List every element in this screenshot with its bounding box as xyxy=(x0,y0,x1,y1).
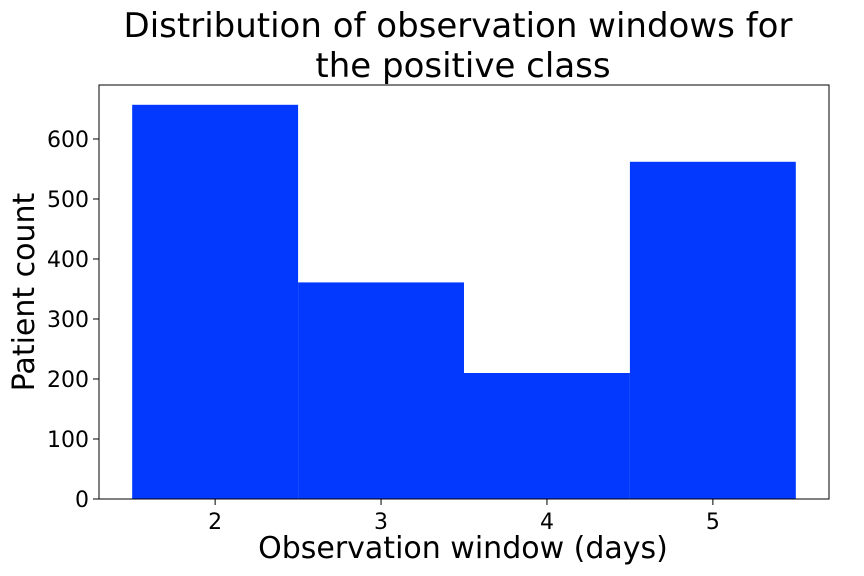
x-tick-label-5: 5 xyxy=(706,510,720,535)
y-tick-label-400: 400 xyxy=(47,248,89,273)
x-tick-label-2: 2 xyxy=(208,510,222,535)
x-tick-label-3: 3 xyxy=(374,510,388,535)
bar-4 xyxy=(464,373,630,499)
y-axis-label: Patient count xyxy=(7,192,42,391)
y-ticks: 0 100 200 300 400 500 600 xyxy=(47,128,99,513)
y-tick-label-200: 200 xyxy=(47,368,89,393)
chart-title-line-2: the positive class xyxy=(315,46,610,86)
bar-5 xyxy=(629,161,796,500)
y-tick-label-500: 500 xyxy=(47,188,89,213)
x-ticks: 2 3 4 5 xyxy=(208,499,720,535)
x-tick-label-4: 4 xyxy=(540,510,554,535)
y-tick-label-300: 300 xyxy=(47,308,89,333)
y-tick-label-100: 100 xyxy=(47,428,89,453)
y-tick-label-0: 0 xyxy=(75,488,89,513)
y-tick-label-600: 600 xyxy=(47,128,89,153)
bar-3 xyxy=(298,282,464,499)
x-axis-label: Observation window (days) xyxy=(258,531,668,566)
plot-frame xyxy=(98,84,830,500)
bars-group xyxy=(132,104,796,500)
chart-title-line-1: Distribution of observation windows for xyxy=(124,6,793,46)
bar-2 xyxy=(132,104,299,500)
